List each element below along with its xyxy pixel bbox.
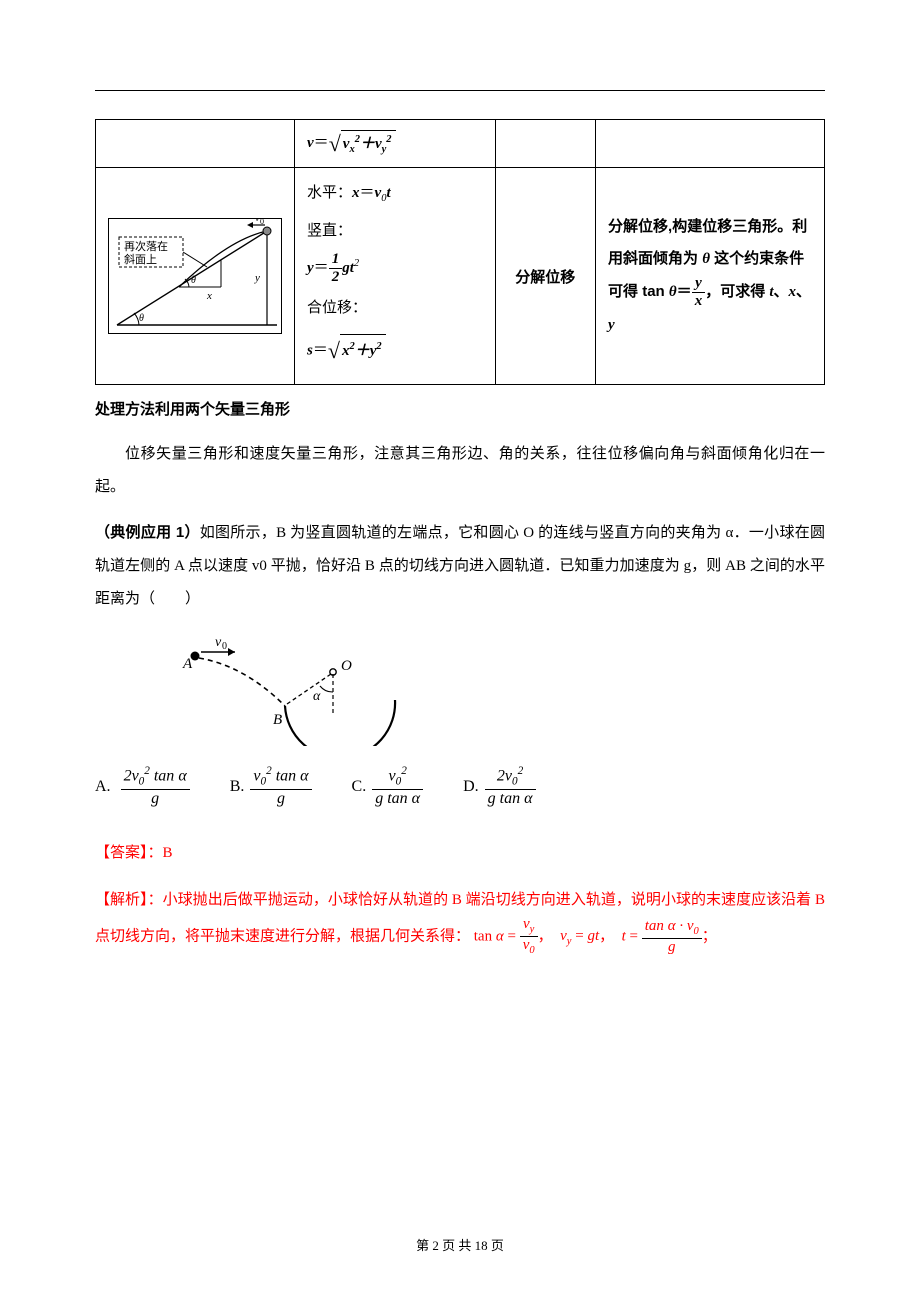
option-B: B. v02 tan αg	[230, 766, 312, 807]
svg-text:B: B	[273, 712, 282, 728]
table-row: v＝√vx2＋vy2	[96, 120, 825, 168]
answer-line: 【答案】：B	[95, 837, 825, 870]
option-C: C. v02g tan α	[352, 766, 424, 807]
incline-diagram: v 0 再次落在 斜面上 θ θ	[108, 218, 282, 334]
frac-num: y	[692, 276, 706, 292]
equations-table: v＝√vx2＋vy2	[95, 119, 825, 385]
svg-text:x: x	[206, 290, 212, 302]
example-text: 如图所示，B 为竖直圆轨道的左端点，它和圆心 O 的连线与竖直方向的夹角为 α．…	[95, 525, 825, 607]
method-paragraph: 位移矢量三角形和速度矢量三角形，注意其三角形边、角的关系，往往位移偏向角与斜面倾…	[95, 438, 825, 504]
cell-blank	[596, 120, 825, 168]
line-vertical-eq: y＝12gt2	[307, 252, 483, 285]
svg-text:θ: θ	[139, 313, 144, 324]
frac-den: x	[692, 292, 706, 309]
page-footer: 第 2 页 共 18 页	[0, 1235, 920, 1254]
table-row: v 0 再次落在 斜面上 θ θ	[96, 168, 825, 385]
answer-value: B	[163, 845, 173, 861]
cell-eq-motion: 水平：x＝v0t 竖直： y＝12gt2 合位移： s＝√x2＋y2	[295, 168, 496, 385]
incline-svg: v 0 再次落在 斜面上 θ θ	[109, 219, 281, 333]
options-row: A. 2v02 tan αg B. v02 tan αg C. v02g tan…	[95, 766, 825, 807]
svg-text:O: O	[341, 658, 352, 674]
example-label: （典例应用 1）	[95, 524, 200, 541]
line-vertical-label: 竖直：	[307, 216, 483, 248]
top-rule	[95, 90, 825, 91]
svg-text:A: A	[182, 656, 193, 672]
cell-decompose: 分解位移	[495, 168, 596, 385]
cell-diagram: v 0 再次落在 斜面上 θ θ	[96, 168, 295, 385]
line-resultant-eq: s＝√x2＋y2	[307, 328, 483, 374]
svg-text:0: 0	[260, 219, 264, 226]
svg-text:斜面上: 斜面上	[124, 253, 157, 266]
method-heading: 处理方法利用两个矢量三角形	[95, 393, 825, 426]
footer-total: 18	[475, 1238, 488, 1253]
svg-text:0: 0	[222, 641, 227, 652]
page: v＝√vx2＋vy2	[0, 0, 920, 1302]
svg-text:θ: θ	[191, 275, 196, 286]
line-resultant-label: 合位移：	[307, 293, 483, 325]
svg-text:y: y	[254, 272, 260, 284]
cell-explain: 分解位移,构建位移三角形。利用斜面倾角为 θ 这个约束条件可得 tan θ＝yx…	[596, 168, 825, 385]
footer-suffix: 页	[488, 1238, 504, 1253]
cell-blank	[96, 120, 295, 168]
cell-blank	[495, 120, 596, 168]
example-figure: A v 0 B O α	[165, 636, 425, 746]
analysis-tail: ；	[702, 928, 717, 944]
footer-mid: 页 共	[439, 1238, 475, 1253]
example-paragraph: （典例应用 1）如图所示，B 为竖直圆轨道的左端点，它和圆心 O 的连线与竖直方…	[95, 516, 825, 616]
option-D: D. 2v02g tan α	[463, 766, 535, 807]
cell-eq-v: v＝√vx2＋vy2	[295, 120, 496, 168]
svg-text:α: α	[313, 689, 321, 704]
answer-label: 【答案】：	[95, 845, 163, 861]
analysis-line: 【解析】：小球抛出后做平抛运动，小球恰好从轨道的 B 端沿切线方向进入轨道，说明…	[95, 884, 825, 957]
svg-text:v: v	[215, 636, 222, 650]
line-horizontal: 水平：x＝v0t	[307, 178, 483, 210]
option-A: A. 2v02 tan αg	[95, 766, 190, 807]
svg-text:再次落在: 再次落在	[124, 239, 168, 253]
footer-prefix: 第	[416, 1238, 432, 1253]
analysis-label: 【解析】：	[95, 892, 163, 908]
decompose-label: 分解位移	[515, 269, 575, 286]
